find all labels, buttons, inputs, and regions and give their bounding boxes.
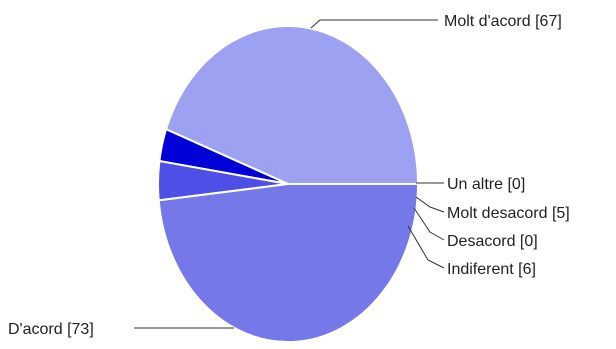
leader-line-molt-dacord <box>310 19 438 29</box>
pie-slice-d-acord <box>157 183 420 344</box>
pie-slice-molt-d-acord <box>164 25 420 185</box>
slice-label-molt-dacord: Molt d'acord [67] <box>444 13 562 30</box>
slice-label-un-altre: Un altre [0] <box>447 176 525 193</box>
slice-labels: Molt d'acord [67] Un altre [0] Molt desa… <box>8 13 570 338</box>
leader-line-indiferent <box>407 225 445 269</box>
slice-label-dacord: D'acord [73] <box>8 321 94 338</box>
slice-label-molt-desacord: Molt desacord [5] <box>447 205 570 222</box>
pie-slices <box>157 25 420 344</box>
leader-line-desacord <box>413 207 445 241</box>
leader-line-molt-desacord <box>415 196 445 213</box>
slice-label-indiferent: Indiferent [6] <box>447 261 536 278</box>
slice-label-desacord: Desacord [0] <box>447 233 538 250</box>
leader-lines <box>134 19 445 329</box>
